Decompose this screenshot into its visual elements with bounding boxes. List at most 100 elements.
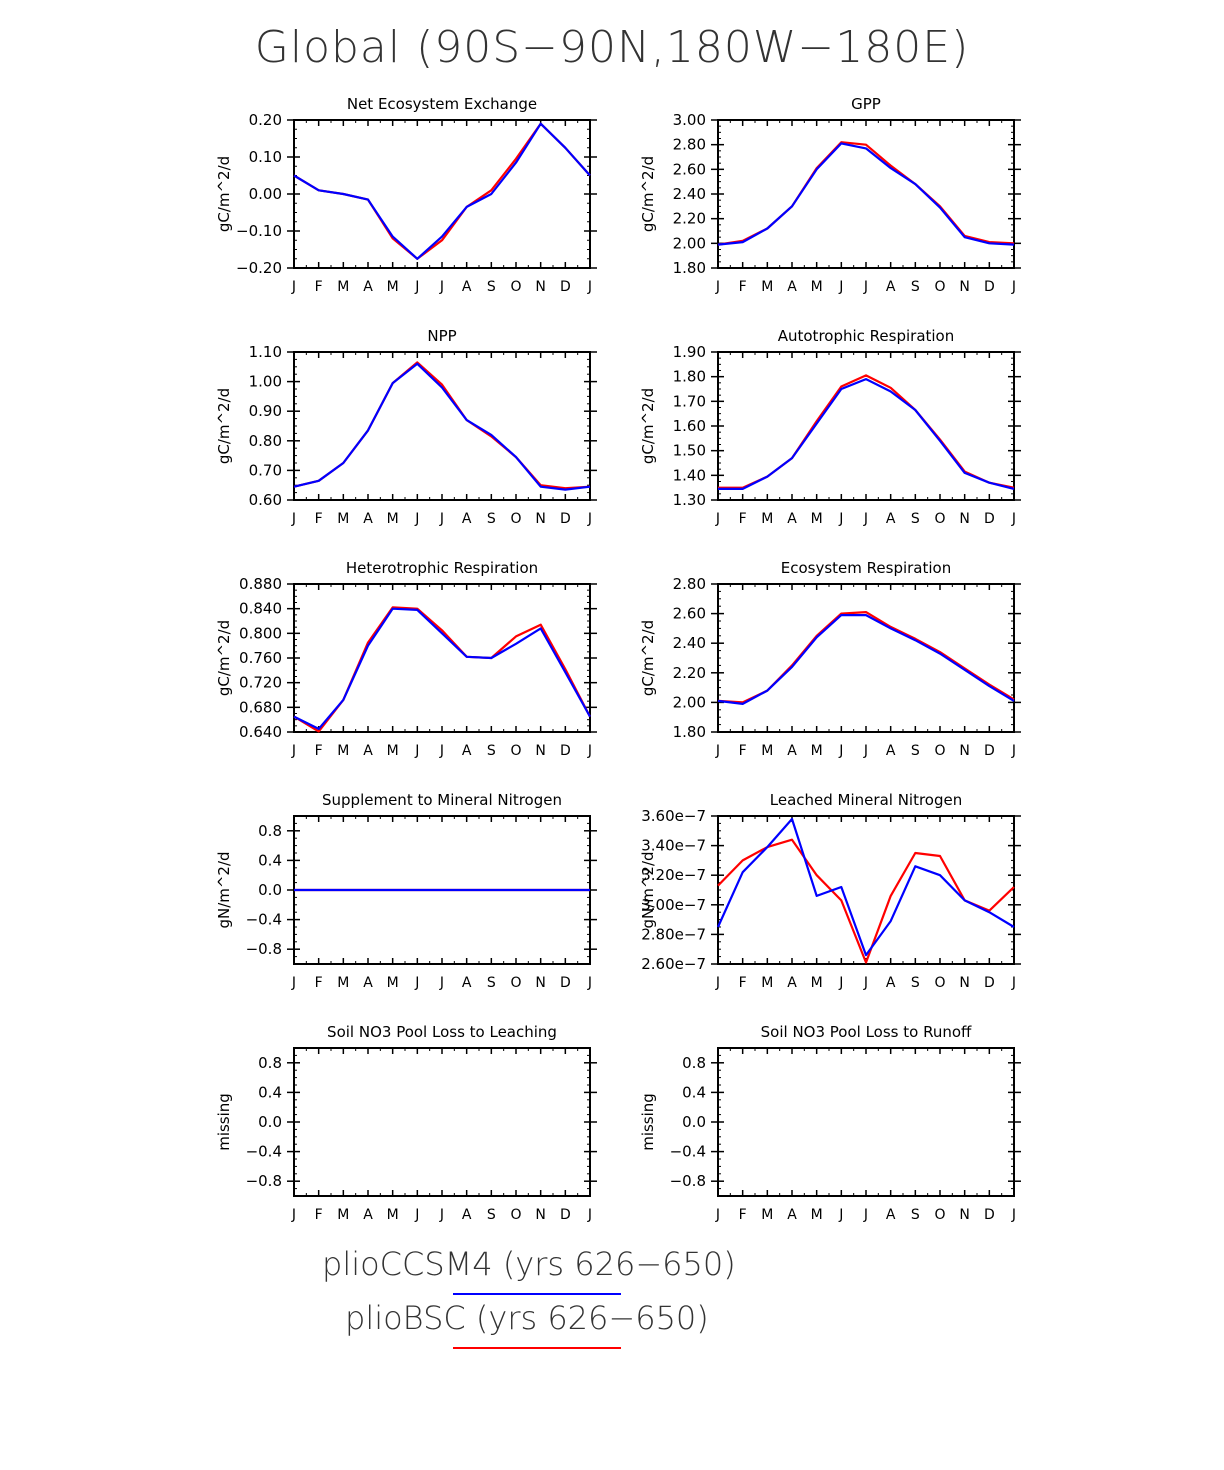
y-tick-label: 0.0	[258, 881, 282, 899]
panel-title: Net Ecosystem Exchange	[347, 95, 537, 113]
x-tick-label: D	[984, 743, 995, 759]
legend-label-pliobsc: plioBSC (yrs 626−650)	[345, 1299, 709, 1337]
x-tick-label: M	[811, 975, 823, 991]
x-tick-label: J	[414, 511, 419, 527]
y-tick-label: 2.80e−7	[641, 925, 706, 943]
x-tick-label: J	[1011, 975, 1016, 991]
panel-title: Autotrophic Respiration	[778, 327, 955, 345]
series-line-pliobsc	[717, 141, 1015, 246]
x-tick-label: O	[510, 279, 521, 295]
x-tick-label: F	[739, 975, 747, 991]
series-line-pliocssm4	[717, 613, 1015, 706]
x-tick-label: N	[535, 279, 545, 295]
y-tick-label: 2.60e−7	[641, 955, 706, 973]
x-tick-label: J	[1011, 279, 1016, 295]
y-tick-label: 2.20	[673, 664, 706, 682]
x-tick-label: M	[811, 511, 823, 527]
plot-frame	[717, 1047, 1015, 1197]
x-tick-label: A	[363, 743, 373, 759]
x-tick-label: O	[510, 975, 521, 991]
series-line-pliobsc	[718, 374, 1015, 489]
x-tick-label: D	[560, 743, 571, 759]
x-tick-label: J	[715, 279, 720, 295]
y-tick-label: 0.80	[249, 432, 282, 450]
y-tick-label: 0.640	[239, 723, 282, 741]
x-tick-label: F	[315, 1207, 323, 1223]
series-line-pliobsc	[293, 361, 591, 490]
x-tick-label: J	[439, 743, 444, 759]
x-tick-label: O	[510, 1207, 521, 1223]
legend-label-pliocssm4: plioCCSM4 (yrs 626−650)	[322, 1245, 736, 1283]
x-tick-label: M	[761, 279, 773, 295]
series-line-pliobsc	[717, 838, 1015, 964]
y-tick-label: 1.80	[673, 368, 706, 386]
x-tick-label: J	[291, 279, 296, 295]
x-tick-label: M	[761, 975, 773, 991]
y-tick-label: −0.4	[246, 1143, 282, 1161]
x-tick-label: S	[911, 279, 920, 295]
y-axis-label: missing	[215, 1093, 233, 1151]
x-tick-label: J	[291, 975, 296, 991]
x-tick-label: J	[414, 1207, 419, 1223]
x-tick-label: S	[487, 743, 496, 759]
x-tick-label: A	[363, 975, 373, 991]
y-tick-label: −0.10	[236, 222, 282, 240]
series-line-pliocssm4	[716, 817, 1015, 957]
x-tick-label: J	[439, 279, 444, 295]
panel-title: Soil NO3 Pool Loss to Leaching	[327, 1023, 557, 1041]
y-tick-label: 1.50	[673, 442, 706, 460]
plot-frame	[293, 583, 591, 733]
x-tick-label: F	[739, 743, 747, 759]
x-tick-label: D	[984, 1207, 995, 1223]
y-axis-label: gC/m^2/d	[215, 620, 233, 696]
x-tick-label: M	[337, 975, 349, 991]
x-tick-label: J	[439, 511, 444, 527]
x-tick-label: J	[715, 743, 720, 759]
y-tick-label: 2.20	[673, 210, 706, 228]
x-tick-label: F	[315, 279, 323, 295]
y-tick-label: 0.4	[682, 1083, 706, 1101]
x-tick-label: S	[487, 1207, 496, 1223]
y-tick-label: 1.40	[673, 466, 706, 484]
y-tick-label: −0.20	[236, 259, 282, 277]
y-axis-label: gC/m^2/d	[639, 156, 657, 232]
panel-title: Ecosystem Respiration	[781, 559, 951, 577]
x-tick-label: O	[934, 743, 945, 759]
x-tick-label: O	[934, 279, 945, 295]
y-tick-label: 3.60e−7	[641, 807, 706, 825]
x-tick-label: F	[739, 1207, 747, 1223]
x-tick-label: A	[787, 279, 797, 295]
x-tick-label: A	[462, 975, 472, 991]
x-tick-label: D	[560, 1207, 571, 1223]
legend-line-pliocssm4	[453, 1293, 621, 1295]
x-tick-label: J	[291, 511, 296, 527]
x-tick-label: F	[739, 279, 747, 295]
x-tick-label: S	[487, 279, 496, 295]
y-tick-label: 0.10	[249, 148, 282, 166]
plot-frame	[293, 1047, 591, 1197]
y-tick-label: 0.720	[239, 674, 282, 692]
legend-line-pliobsc	[453, 1347, 621, 1349]
x-tick-label: A	[363, 1207, 373, 1223]
y-tick-label: 0.8	[258, 1054, 282, 1072]
x-tick-label: A	[886, 511, 896, 527]
x-tick-label: A	[363, 279, 373, 295]
x-tick-label: J	[715, 511, 720, 527]
x-tick-label: J	[587, 743, 592, 759]
panel-title: Heterotrophic Respiration	[346, 559, 538, 577]
x-tick-label: J	[1011, 1207, 1016, 1223]
x-tick-label: M	[761, 1207, 773, 1223]
x-tick-label: F	[739, 511, 747, 527]
x-tick-label: A	[886, 975, 896, 991]
y-axis-label: gC/m^2/d	[639, 388, 657, 464]
y-tick-label: 0.60	[249, 491, 282, 509]
x-tick-label: J	[715, 975, 720, 991]
x-tick-label: N	[959, 975, 969, 991]
y-tick-label: −0.8	[670, 1172, 706, 1190]
x-tick-label: J	[863, 743, 868, 759]
x-tick-label: A	[886, 1207, 896, 1223]
x-tick-label: M	[337, 511, 349, 527]
